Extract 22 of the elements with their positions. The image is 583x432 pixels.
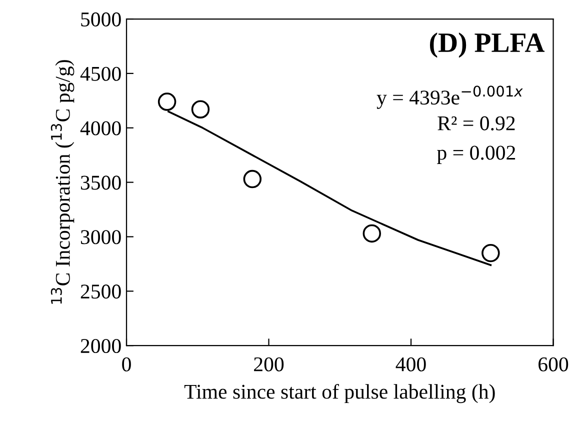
y-axis-title: $^{13}$C Incorporation ($^{13}$C pg/g)	[50, 60, 74, 304]
point	[243, 170, 262, 188]
y-tick-label: 4500	[80, 66, 121, 81]
y-tick-label: 2500	[80, 284, 121, 299]
annotation: p = 0.002	[437, 146, 516, 164]
y-tick-label: 2000	[80, 338, 121, 354]
point	[191, 100, 210, 118]
x-tick-label: 400	[396, 357, 426, 372]
point	[158, 92, 176, 111]
annotation: y = 4393e$^{−0.001x}$	[376, 86, 523, 109]
annotation: R² = 0.92	[438, 116, 515, 130]
y-tick-label: 5000	[81, 12, 121, 26]
y-tick-label: 4000	[80, 121, 121, 136]
y-tick-label: 3000	[80, 230, 121, 244]
x-tick-label: 200	[254, 357, 284, 372]
point	[482, 244, 500, 262]
annotation: (D) PLFA	[430, 32, 545, 58]
x-tick-label: 0	[122, 357, 131, 372]
x-axis-title: Time since start of pulse labelling (h)	[184, 384, 495, 404]
x-tick-label: 600	[538, 357, 568, 372]
point	[362, 224, 382, 243]
y-tick-label: 3500	[80, 176, 121, 190]
